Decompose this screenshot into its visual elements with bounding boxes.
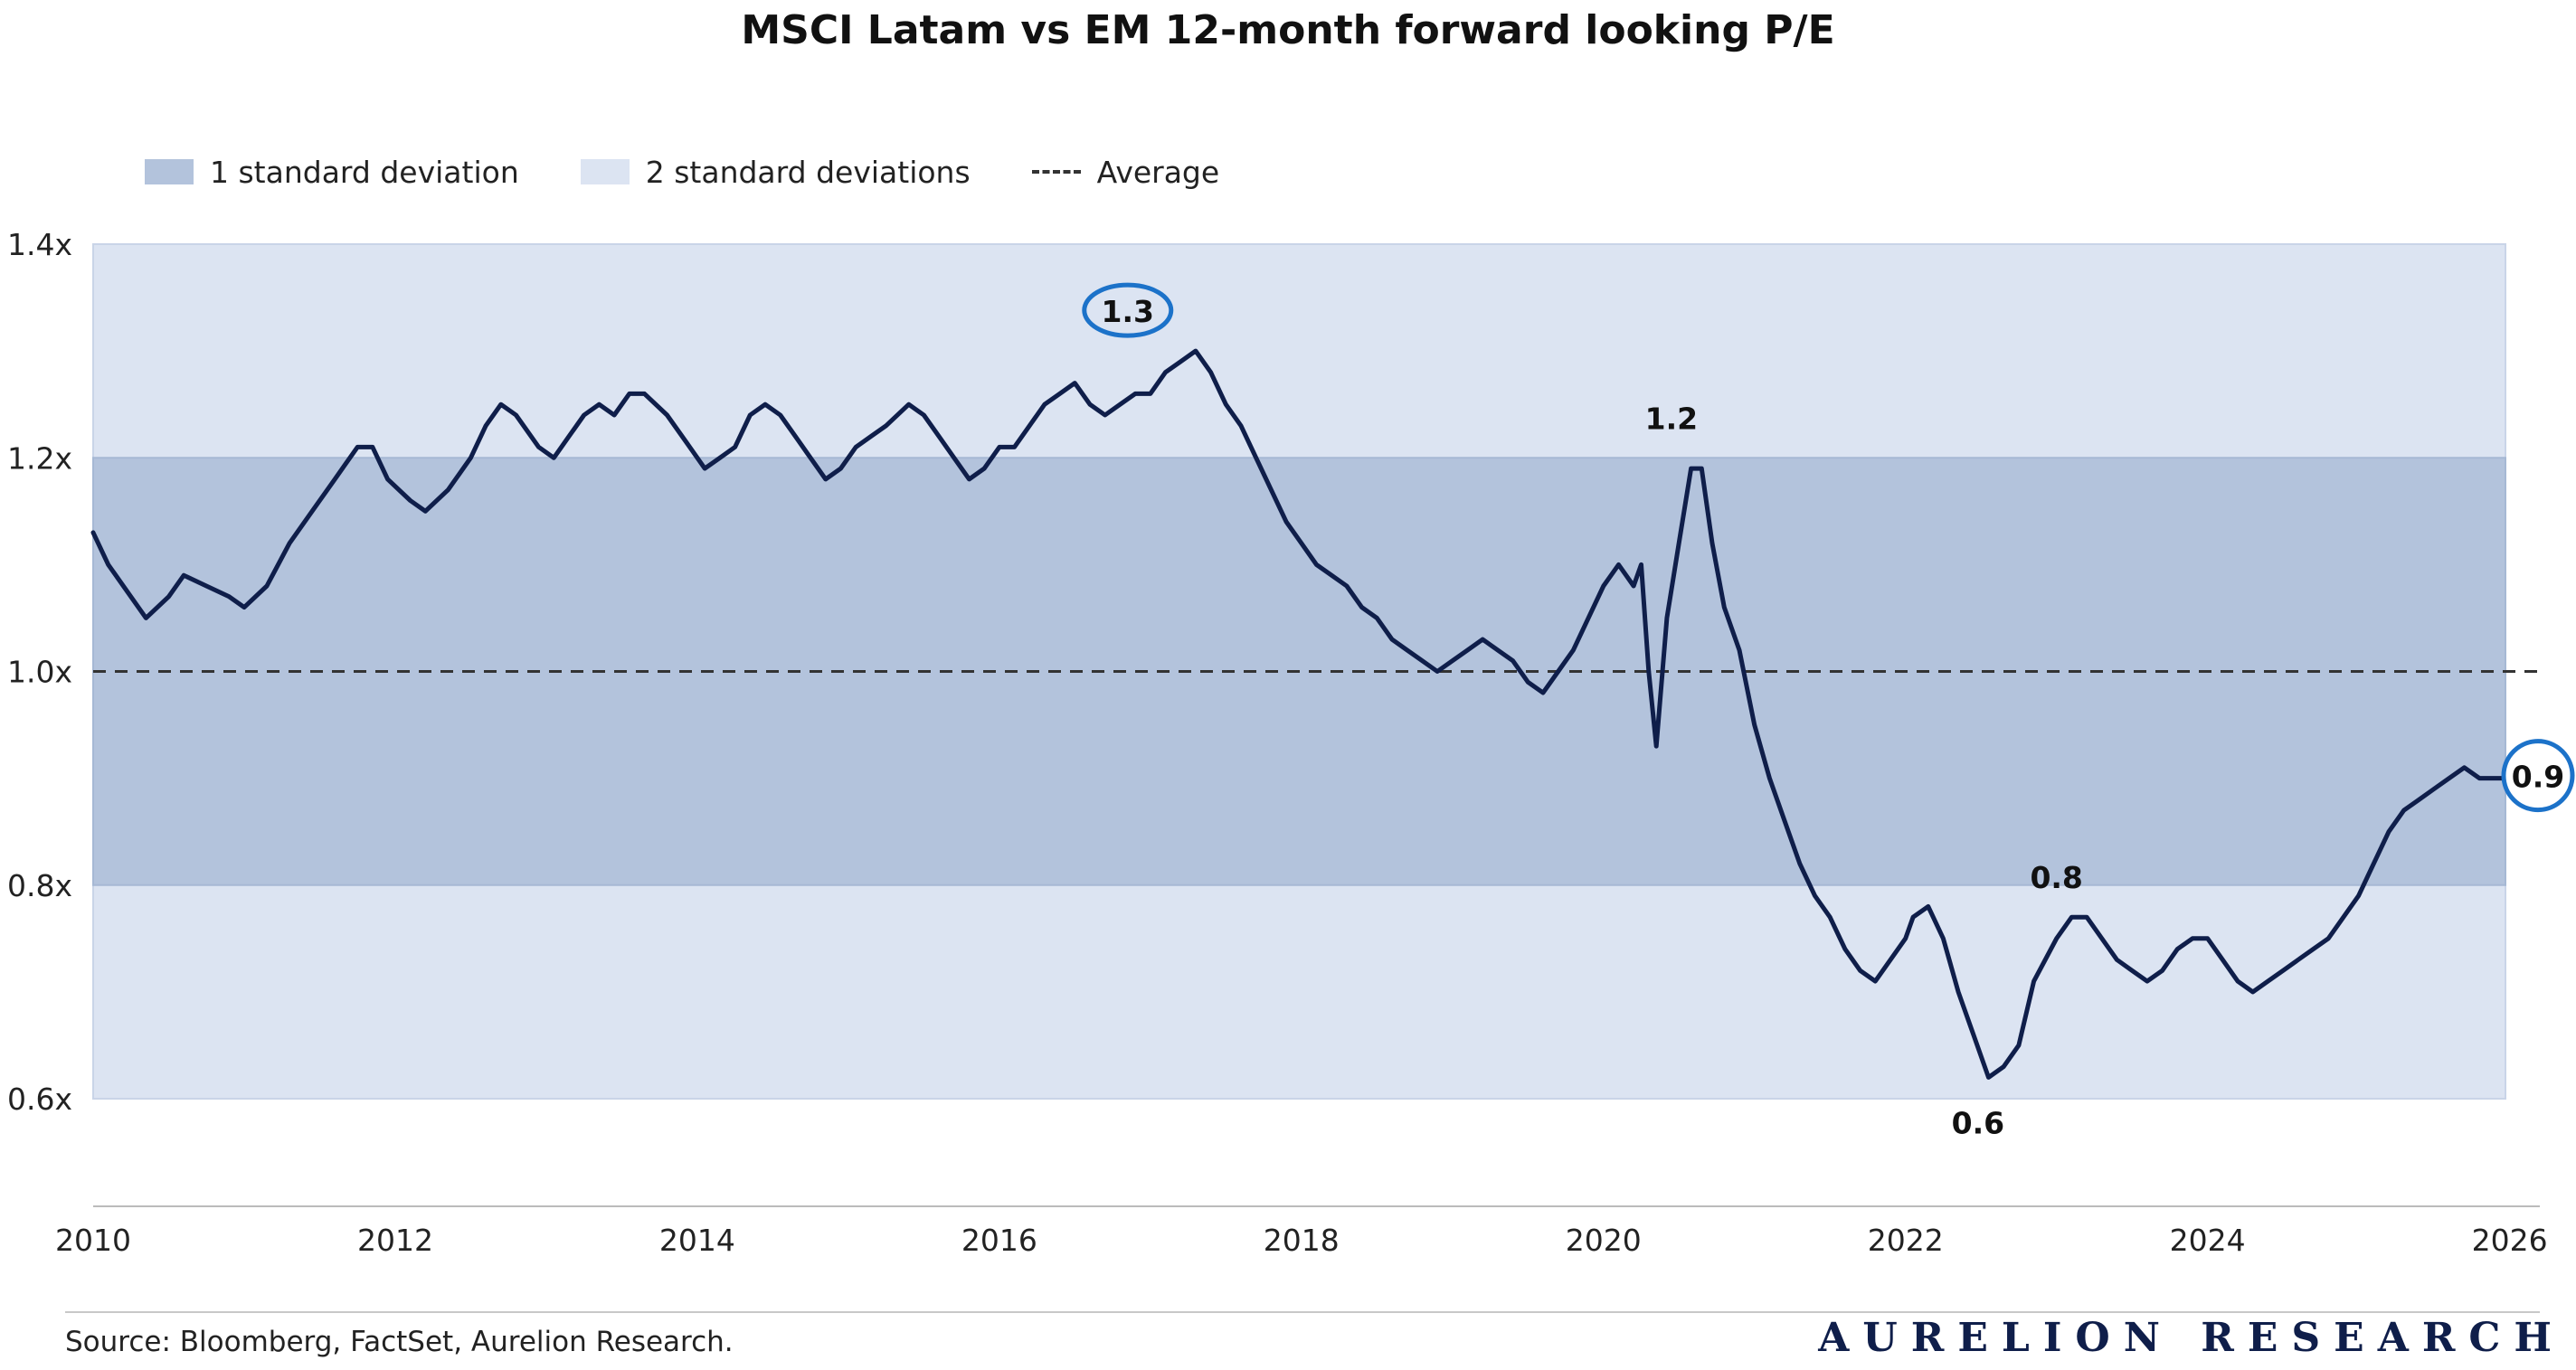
legend-swatch-average — [1031, 170, 1081, 174]
data-label: 0.8 — [2030, 860, 2082, 895]
data-label: 1.3 — [1102, 294, 1154, 329]
x-tick-label: 2022 — [1868, 1223, 1944, 1258]
highlight-circle — [2501, 739, 2575, 813]
data-label: 0.9 — [2512, 760, 2564, 795]
legend-label-1sd: 1 standard deviation — [210, 154, 519, 190]
footer-divider — [65, 1311, 2540, 1313]
legend-swatch-1sd — [145, 159, 194, 184]
chart-title: MSCI Latam vs EM 12-month forward lookin… — [741, 7, 1835, 53]
x-tick-label: 2024 — [2170, 1223, 2246, 1258]
y-tick-label: 0.8x — [7, 868, 72, 903]
x-tick-label: 2020 — [1566, 1223, 1642, 1258]
x-tick-label: 2026 — [2472, 1223, 2548, 1258]
y-tick-label: 1.2x — [7, 440, 72, 476]
source-note: Source: Bloomberg, FactSet, Aurelion Res… — [65, 1326, 734, 1358]
x-tick-label: 2018 — [1264, 1223, 1340, 1258]
x-tick-label: 2016 — [961, 1223, 1037, 1258]
data-label: 1.2 — [1645, 401, 1698, 436]
legend-swatch-2sd — [580, 159, 630, 184]
chart-legend: 1 standard deviation 2 standard deviatio… — [145, 150, 1281, 194]
x-tick-label: 2010 — [55, 1223, 131, 1258]
highlight-circle — [1082, 282, 1174, 338]
legend-label-average: Average — [1096, 154, 1220, 190]
brand-logo: AURELION RESEARCH — [1818, 1315, 2565, 1361]
y-tick-label: 0.6x — [7, 1082, 72, 1117]
legend-item-average: Average — [1031, 154, 1220, 190]
x-tick-label: 2012 — [357, 1223, 433, 1258]
y-tick-label: 1.4x — [7, 227, 72, 262]
y-tick-label: 1.0x — [7, 655, 72, 690]
data-label: 0.6 — [1952, 1105, 2004, 1140]
legend-item-1sd: 1 standard deviation — [145, 155, 519, 190]
legend-label-2sd: 2 standard deviations — [645, 154, 971, 190]
pe-ratio-line — [90, 348, 2527, 1080]
legend-item-2sd: 2 standard deviations — [580, 154, 971, 190]
x-tick-label: 2014 — [659, 1223, 735, 1258]
